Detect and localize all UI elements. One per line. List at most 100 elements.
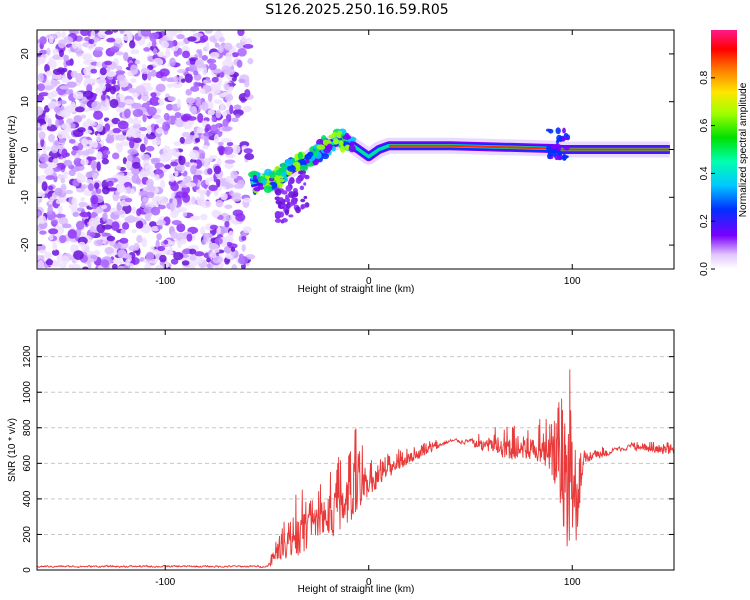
x-tick-label: 0 <box>366 276 372 287</box>
noise-blob <box>236 59 243 68</box>
noise-blob <box>75 220 85 230</box>
noise-blob <box>55 199 63 205</box>
ridge-blob <box>328 134 336 139</box>
noise-blob <box>140 202 146 209</box>
noise-blob <box>102 224 113 230</box>
noise-blob <box>180 78 186 83</box>
noise-blob <box>224 83 230 91</box>
noise-blob <box>139 126 148 132</box>
noise-blob <box>150 206 161 216</box>
noise-blob <box>197 112 204 123</box>
spectrogram-marks <box>37 30 670 269</box>
x-tick-label: 100 <box>564 276 581 287</box>
noise-blob <box>198 49 203 59</box>
noise-blob <box>135 177 142 185</box>
noise-blob <box>130 64 138 75</box>
noise-blob <box>180 114 190 121</box>
noise-blob <box>123 51 129 62</box>
noise-blob <box>157 51 164 58</box>
colorbar-tick-label: 0.2 <box>699 214 710 228</box>
ridge-branch-blob <box>295 176 302 184</box>
noise-blob <box>96 78 107 85</box>
noise-blob <box>85 179 94 184</box>
noise-blob <box>104 246 115 255</box>
noise-blob <box>169 175 175 183</box>
noise-blob <box>203 232 210 243</box>
noise-blob <box>190 85 200 92</box>
noise-blob <box>45 259 54 266</box>
noise-blob <box>195 96 202 107</box>
noise-blob <box>37 215 47 225</box>
ridge-blob <box>339 145 346 153</box>
noise-blob <box>173 251 184 261</box>
noise-blob <box>130 119 142 125</box>
noise-blob <box>233 104 242 110</box>
noise-blob <box>184 73 193 84</box>
noise-blob <box>235 213 246 222</box>
noise-blob <box>133 137 142 144</box>
ridge-branch-blob <box>285 184 292 192</box>
noise-blob <box>157 224 163 230</box>
noise-blob <box>111 30 119 33</box>
ridge-branch-blob <box>288 191 295 199</box>
noise-blob <box>66 81 77 88</box>
noise-blob <box>240 35 247 43</box>
noise-blob <box>159 153 171 163</box>
noise-blob <box>73 250 84 261</box>
noise-blob <box>169 57 176 67</box>
noise-blob <box>141 93 149 102</box>
noise-blob <box>218 44 224 54</box>
ridge-blob <box>555 127 561 135</box>
chart-title: S126.2025.250.16.59.R05 <box>265 2 448 18</box>
noise-blob <box>43 85 55 91</box>
ridge-branch-blob <box>277 204 282 209</box>
noise-blob <box>61 67 68 73</box>
noise-blob <box>115 134 126 141</box>
noise-blob <box>45 70 53 77</box>
ridge-branch-blob <box>288 214 294 218</box>
ridge-blob <box>553 151 557 158</box>
noise-blob <box>123 108 131 119</box>
noise-blob <box>146 191 155 199</box>
y-tick-label: 1200 <box>22 345 33 368</box>
noise-blob <box>237 256 249 265</box>
noise-blob <box>63 159 73 167</box>
noise-blob <box>201 101 209 112</box>
noise-blob <box>213 86 221 94</box>
noise-blob <box>150 92 157 98</box>
noise-blob <box>63 36 74 44</box>
ridge-blob <box>253 186 261 192</box>
noise-blob <box>205 123 211 132</box>
noise-blob <box>94 215 101 225</box>
noise-blob <box>125 160 132 170</box>
noise-blob <box>189 263 195 269</box>
noise-blob <box>226 141 234 147</box>
noise-blob <box>106 133 112 143</box>
noise-blob <box>129 40 136 49</box>
noise-blob <box>164 50 171 58</box>
noise-blob <box>169 30 179 36</box>
noise-blob <box>201 55 208 61</box>
noise-blob <box>125 258 131 266</box>
noise-blob <box>241 244 246 252</box>
noise-blob <box>231 52 239 58</box>
noise-blob <box>116 183 126 193</box>
noise-blob <box>122 222 130 230</box>
noise-blob <box>100 94 106 101</box>
noise-blob <box>117 120 129 130</box>
noise-blob <box>145 216 151 222</box>
noise-blob <box>203 79 208 84</box>
noise-blob <box>93 110 104 120</box>
ridge-branch-blob <box>292 199 296 206</box>
noise-blob <box>129 138 135 149</box>
noise-blob <box>99 67 107 76</box>
noise-blob <box>164 164 171 170</box>
noise-blob <box>59 138 66 144</box>
noise-blob <box>38 131 46 140</box>
noise-blob <box>167 149 176 156</box>
noise-blob <box>52 241 58 251</box>
colorbar: 0.0 0.2 0.4 0.6 0.8 Normalized spectral ampl… <box>699 30 749 276</box>
noise-blob <box>220 193 228 201</box>
noise-blob <box>169 202 175 212</box>
